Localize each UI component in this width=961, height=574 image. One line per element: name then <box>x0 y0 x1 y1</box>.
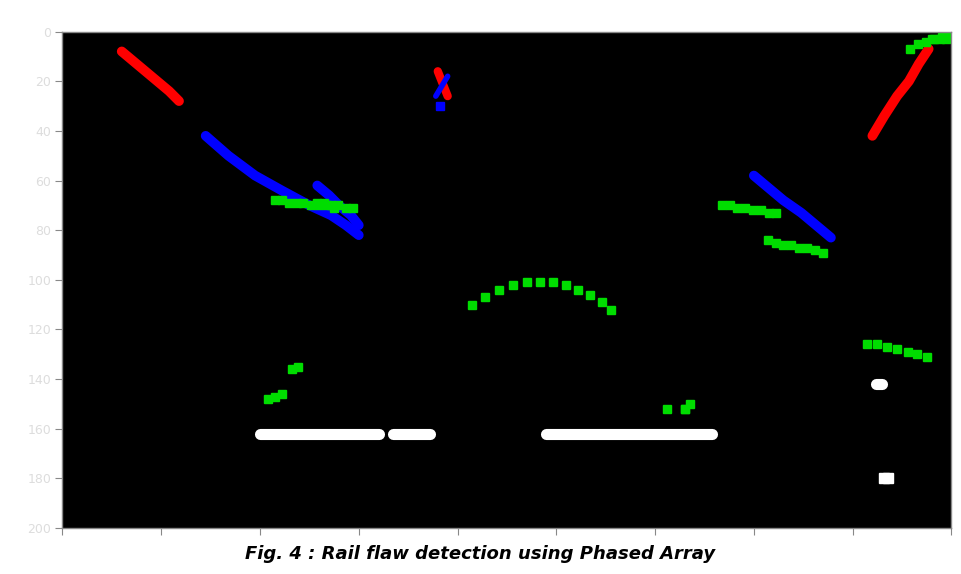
Text: Fig. 4 : Rail flaw detection using Phased Array: Fig. 4 : Rail flaw detection using Phase… <box>245 545 716 563</box>
